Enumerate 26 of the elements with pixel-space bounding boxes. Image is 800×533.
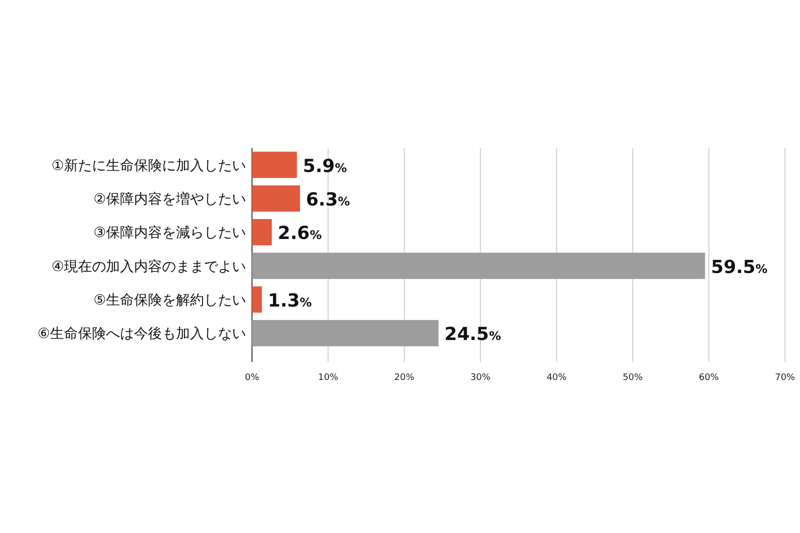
x-tick-label: 70% [774,373,796,383]
x-tick-label: 0% [244,373,260,383]
data-label: 5.9% [302,156,347,177]
y-tick-label: ⑤生命保険を解約したい [93,292,246,308]
x-tick-label: 50% [622,373,644,383]
bar [252,219,272,246]
x-tick-label: 10% [318,373,339,383]
x-tick-label: 30% [470,373,491,383]
bar [252,286,262,313]
bar [252,320,439,346]
x-tick-label: 20% [394,373,415,383]
data-label: 6.3% [306,190,350,210]
x-tick-label: 60% [698,373,720,383]
x-tick-label: 40% [546,373,568,383]
y-tick-label: ③保障内容を減らしたい [93,225,246,242]
y-tick-label: ①新たに生命保険に加入したい [51,158,246,174]
y-tick-label: ②保障内容を増やしたい [93,190,246,208]
y-tick-label: ⑥生命保険へは今後も加入しない [37,326,246,342]
bar [252,152,297,178]
data-label: 24.5% [444,324,502,346]
data-label: 1.3% [268,290,312,312]
y-tick-label: ④現在の加入内容のままでよい [51,258,246,275]
data-label: 59.5% [711,256,768,278]
bar [252,252,706,279]
data-label: 2.6% [278,223,322,244]
bar [252,185,300,212]
